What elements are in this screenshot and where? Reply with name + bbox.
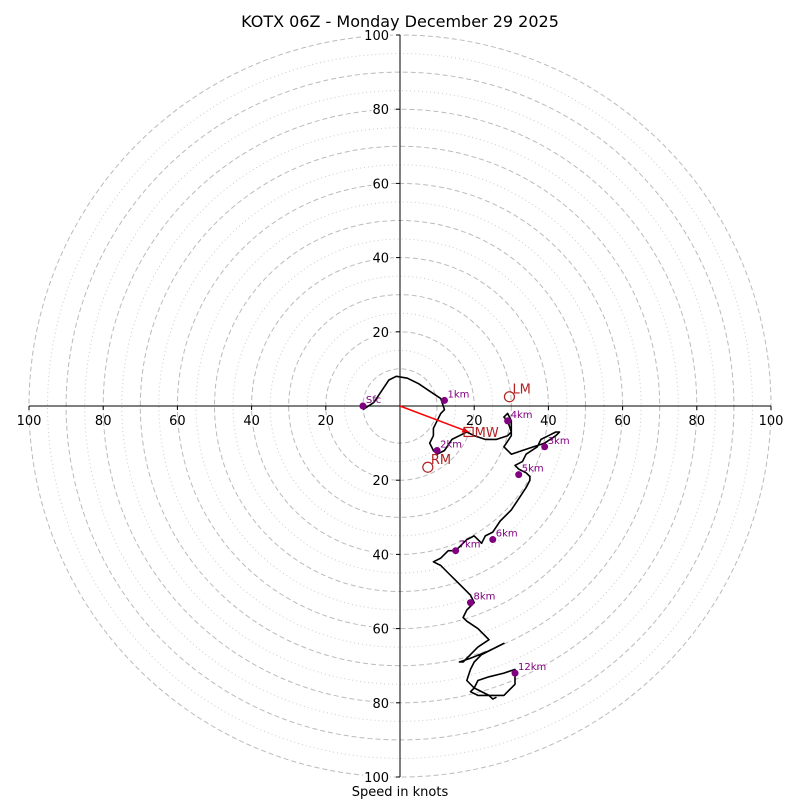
height-marker-label: 8km [473, 592, 495, 603]
y-tick-label-background [371, 251, 390, 267]
height-marker [541, 443, 549, 451]
height-marker [515, 471, 523, 479]
mean-wind-label: MW [475, 426, 499, 441]
height-marker [511, 669, 519, 677]
height-marker-label: 5km [522, 464, 544, 475]
x-tick-label: 100 [17, 414, 42, 429]
height-marker-label: 7km [459, 540, 481, 551]
x-tick-label: 40 [243, 414, 260, 429]
y-tick-label-background [371, 474, 390, 490]
height-marker-label: 2km [440, 440, 462, 451]
storm-motion-marker [503, 391, 516, 403]
y-tick-label: 20 [372, 326, 389, 341]
y-tick-label: 20 [372, 474, 389, 489]
x-tick-label: 60 [169, 414, 186, 429]
storm-motion-marker [422, 461, 434, 473]
height-marker [359, 402, 367, 410]
x-tick-label: 20 [466, 414, 483, 429]
height-marker [452, 547, 460, 555]
y-tick-label: 60 [372, 623, 389, 638]
y-tick-label-background [363, 29, 390, 44]
height-marker [489, 536, 497, 544]
x-tick-label: 100 [759, 414, 784, 429]
x-axis-label: Speed in knots [352, 785, 449, 800]
mean-wind-vector [399, 405, 469, 433]
height-marker [466, 599, 474, 607]
height-marker-label: 6km [496, 529, 518, 540]
hodograph-line [362, 375, 561, 700]
x-tick-label: 40 [540, 414, 557, 429]
tick-labels: 100 80 60 40 20 20 40 60 80 100 100 80 60 40 20 20 40 60 8… [17, 29, 784, 786]
y-tick-label: 40 [372, 252, 389, 267]
y-tick-label-background [371, 325, 390, 341]
y-tick-label-background [371, 103, 390, 119]
height-marker-label: 3km [548, 436, 570, 447]
height-marker [441, 396, 449, 404]
y-tick-label: 100 [364, 771, 389, 786]
height-marker [504, 417, 512, 425]
y-tick-label: 100 [364, 29, 389, 44]
y-tick-label-background [363, 771, 390, 786]
mean-wind-marker [463, 426, 474, 438]
x-tick-label: 80 [95, 414, 112, 429]
height-marker [433, 447, 441, 455]
y-tick-label-background [371, 548, 390, 564]
height-marker-label: 4km [511, 410, 533, 421]
y-tick-label-background [371, 177, 390, 193]
x-tick-label: 20 [318, 414, 335, 429]
y-tick-label: 60 [372, 177, 389, 192]
mean-wind-arrowhead [461, 426, 469, 433]
hodograph-trace [362, 375, 561, 700]
height-markers: Sfc 1km 2km 3km 4km 5km 6km 7km 8km 12km [359, 389, 570, 677]
y-tick-label: 80 [372, 697, 389, 712]
storm-motion-label: LM [512, 383, 530, 398]
y-tick-label-background [371, 622, 390, 638]
height-marker-label: Sfc [366, 395, 381, 406]
storm-motion-label: RM [431, 453, 451, 468]
storm-motion-markers: MW LM RM [399, 383, 531, 473]
height-marker-label: 1km [448, 389, 470, 400]
y-tick-label: 80 [372, 103, 389, 118]
chart-title: KOTX 06Z - Monday December 29 2025 [241, 12, 559, 31]
height-marker-label: 12km [518, 662, 546, 673]
x-tick-label: 80 [689, 414, 706, 429]
y-tick-label: 40 [372, 548, 389, 563]
y-tick-label-background [371, 696, 390, 712]
x-tick-label: 60 [614, 414, 631, 429]
